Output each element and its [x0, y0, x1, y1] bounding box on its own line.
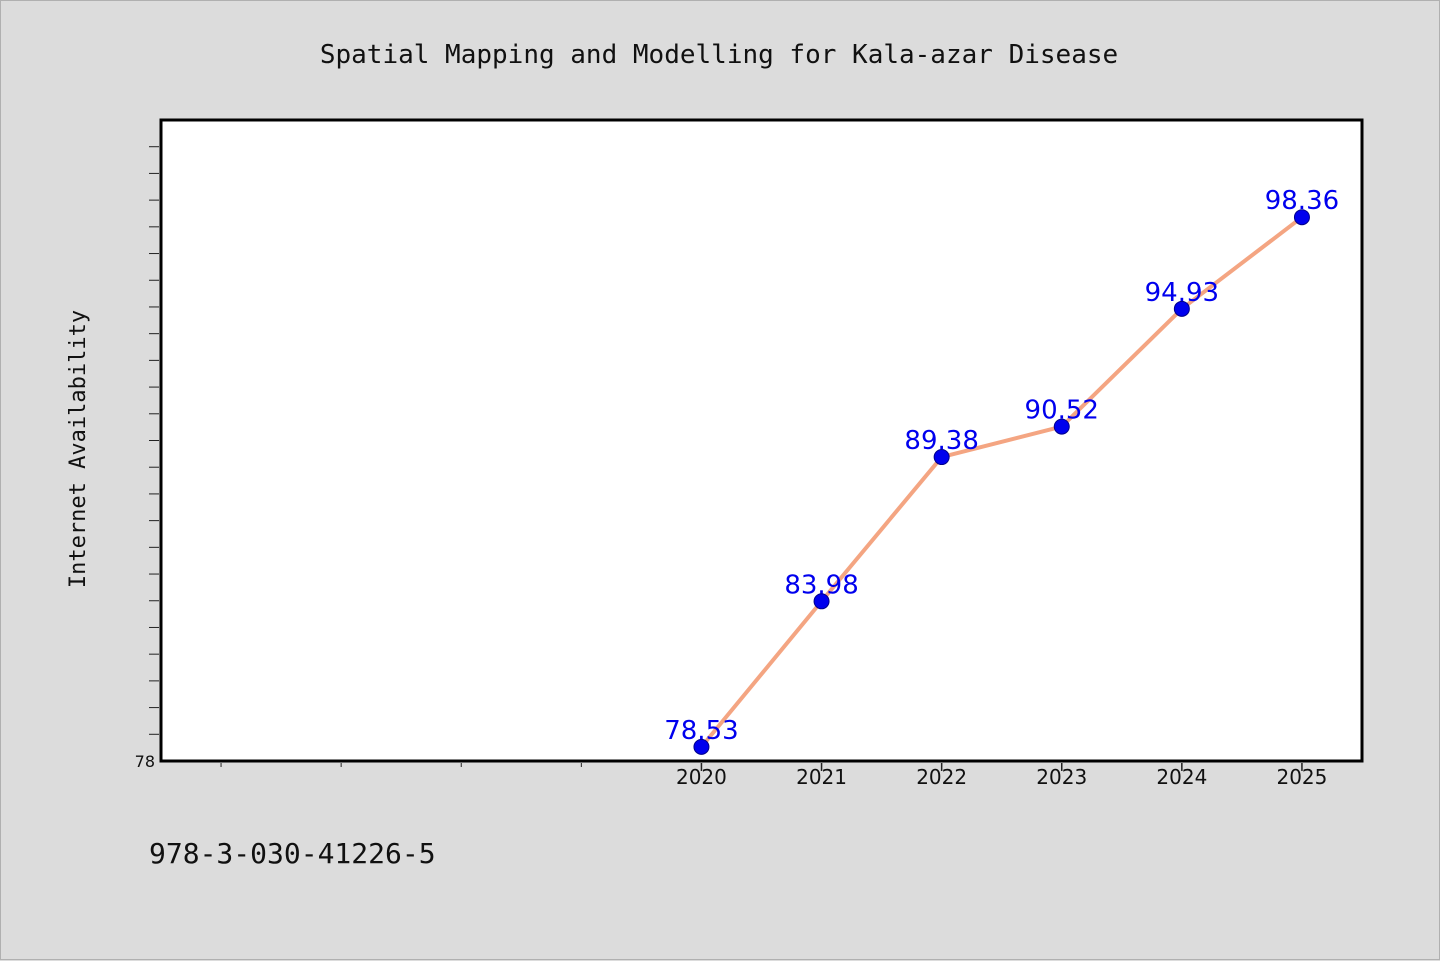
data-label: 89.38 [904, 426, 978, 456]
x-tick-label: 2025 [1276, 765, 1327, 789]
x-tick-label: 2020 [676, 765, 727, 789]
y-tick-label: 78 [135, 752, 155, 771]
plot-area [159, 118, 1364, 763]
axis-ticks: 78 2020 2021 2022 2023 2024 2025 [135, 146, 1327, 789]
chart-title: Spatial Mapping and Modelling for Kala-a… [320, 40, 1118, 70]
data-label: 98.36 [1265, 186, 1339, 216]
series-layer [693, 209, 1310, 755]
series-line [699, 215, 1304, 749]
isbn-footer: 978-3-030-41226-5 [149, 837, 436, 870]
data-label: 94.93 [1145, 278, 1219, 308]
data-point [933, 449, 950, 466]
data-point [1293, 209, 1310, 226]
x-tick-label: 2024 [1156, 765, 1207, 789]
x-tick-label: 2022 [916, 765, 967, 789]
data-point [1053, 418, 1070, 435]
x-tick-label: 2021 [796, 765, 847, 789]
data-labels: 78.53 83.98 89.38 90.52 94.93 98.36 [664, 186, 1339, 746]
data-label: 90.52 [1025, 396, 1099, 426]
data-point [1173, 300, 1190, 317]
x-tick-label: 2023 [1036, 765, 1087, 789]
y-axis-label: Internet Availability [66, 310, 91, 588]
data-label: 83.98 [784, 570, 858, 600]
data-point [693, 738, 710, 755]
data-point [813, 593, 830, 610]
data-label: 78.53 [664, 716, 738, 746]
